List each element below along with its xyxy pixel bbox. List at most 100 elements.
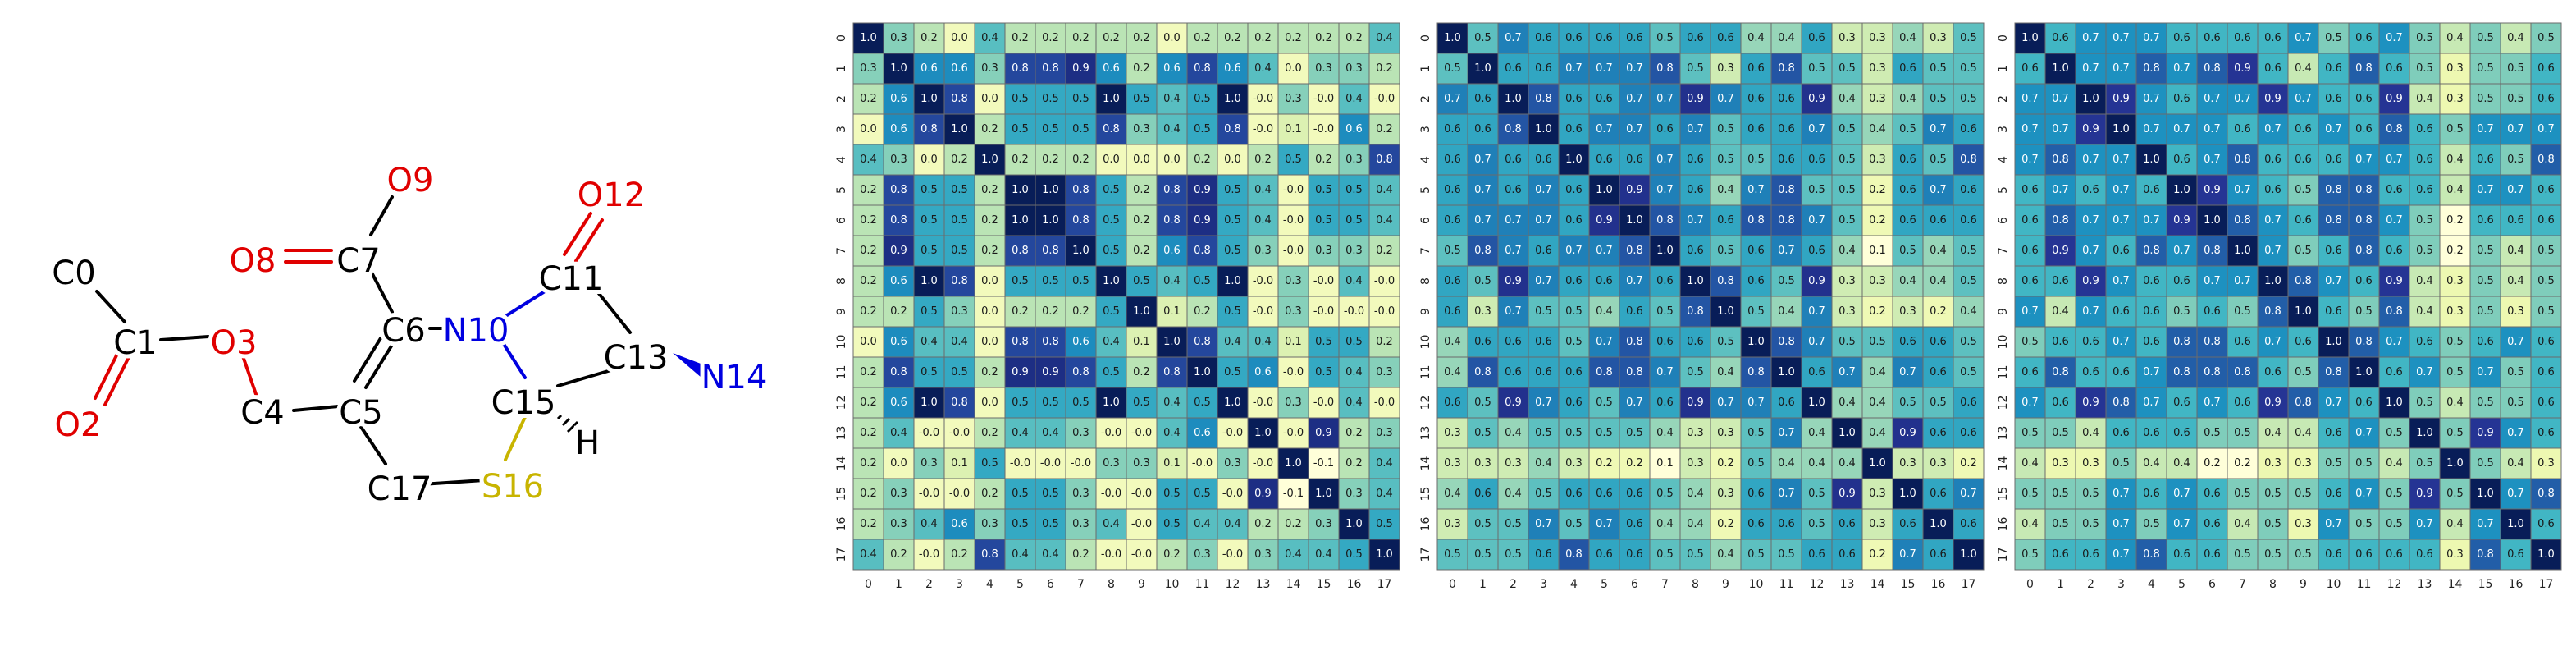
heatmap-2-cell-8-15 bbox=[1892, 265, 1924, 297]
heatmap-1-cell-label-9-6: 0.2 bbox=[1042, 305, 1059, 318]
heatmap-3-cell-label-12-17: 0.6 bbox=[2537, 396, 2555, 409]
heatmap-1-cell-10-7 bbox=[1065, 326, 1097, 358]
heatmap-1-cell-label-2-14: 0.3 bbox=[1285, 93, 1302, 105]
heatmap-3-cell-label-10-4: 0.6 bbox=[2143, 336, 2160, 348]
heatmap-1-cell-label-8-7: 0.5 bbox=[1072, 275, 1089, 287]
heatmap-1-cell-label-3-5: 0.5 bbox=[1012, 123, 1029, 135]
heatmap-1-cell-label-12-13: -0.0 bbox=[1253, 396, 1273, 409]
heatmap-3-cell-label-12-15: 0.5 bbox=[2477, 396, 2494, 409]
heatmap-1-cell-16-10 bbox=[1156, 508, 1188, 540]
heatmap-3-cell-label-14-9: 0.3 bbox=[2295, 457, 2312, 470]
heatmap-1-cell-15-8 bbox=[1095, 478, 1127, 510]
heatmap-1-cell-label-0-1: 0.3 bbox=[890, 32, 907, 44]
heatmap-3-cell-label-12-12: 1.0 bbox=[2386, 396, 2403, 409]
heatmap-1-cell-label-10-16: 0.5 bbox=[1345, 336, 1363, 348]
heatmap-1-cell-14-13 bbox=[1247, 447, 1279, 479]
heatmap-3-cell-4-15 bbox=[2469, 144, 2501, 176]
heatmap-3-cell-label-17-16: 0.6 bbox=[2507, 548, 2524, 561]
heatmap-3-cell-6-6 bbox=[2196, 204, 2228, 236]
heatmap-3-cell-label-8-1: 0.6 bbox=[2052, 275, 2069, 287]
heatmap-2-cell-label-13-8: 0.3 bbox=[1687, 427, 1704, 439]
heatmap-2-cell-1-11 bbox=[1770, 53, 1802, 85]
heatmap-1-cell-1-4 bbox=[974, 53, 1006, 85]
heatmap-3-cell-12-17 bbox=[2530, 387, 2562, 419]
heatmap-1-cell-label-9-12: 0.5 bbox=[1224, 305, 1241, 318]
heatmap-1-cell-label-0-14: 0.2 bbox=[1285, 32, 1302, 44]
heatmap-3-cell-label-11-9: 0.5 bbox=[2295, 366, 2312, 378]
heatmap-3-cell-1-0 bbox=[2014, 53, 2046, 85]
heatmap-1-cell-5-1 bbox=[883, 174, 915, 206]
heatmap-1-cell-label-0-9: 0.2 bbox=[1133, 32, 1150, 44]
heatmap-3-cell-label-0-12: 0.7 bbox=[2386, 32, 2403, 44]
heatmap-2-ytick-16: 16 bbox=[1419, 517, 1432, 532]
heatmap-2-cell-label-2-17: 0.5 bbox=[1960, 93, 1977, 105]
heatmap-2-cell-label-8-4: 0.6 bbox=[1565, 275, 1583, 287]
heatmap-3-cell-2-8 bbox=[2257, 83, 2289, 115]
heatmap-1-cell-label-3-3: 1.0 bbox=[951, 123, 968, 135]
heatmap-1-ytick-0: 0 bbox=[835, 34, 848, 42]
heatmap-1-cell-label-13-1: 0.4 bbox=[890, 427, 907, 439]
heatmap-3-ytick-16: 16 bbox=[1997, 517, 2010, 532]
heatmap-3-cell-label-11-10: 0.8 bbox=[2325, 366, 2342, 378]
heatmap-3-ytick-11: 11 bbox=[1997, 365, 2010, 380]
heatmap-2-xtick-15: 15 bbox=[1901, 578, 1916, 591]
heatmap-3-cell-10-11 bbox=[2348, 326, 2380, 358]
heatmap-2-cell-label-0-9: 0.6 bbox=[1717, 32, 1734, 44]
heatmap-1-cell-16-0 bbox=[852, 508, 884, 540]
heatmap-1-cell-label-10-9: 0.1 bbox=[1133, 336, 1150, 348]
heatmap-2-cell-label-2-9: 0.7 bbox=[1717, 93, 1734, 105]
heatmap-2-cell-label-5-12: 0.5 bbox=[1808, 184, 1825, 196]
heatmap-2-cell-label-9-7: 0.5 bbox=[1656, 305, 1674, 318]
heatmap-3-cell-label-4-5: 0.6 bbox=[2173, 154, 2190, 166]
heatmap-3-cell-3-11 bbox=[2348, 113, 2380, 145]
atom-label-c1: C1 bbox=[113, 324, 157, 362]
heatmap-1-cell-4-10 bbox=[1156, 144, 1188, 176]
heatmap-3-cell-label-3-6: 0.7 bbox=[2204, 123, 2221, 135]
heatmap-3-cell-label-10-3: 0.7 bbox=[2112, 336, 2130, 348]
heatmap-3-cell-label-1-7: 0.9 bbox=[2234, 62, 2251, 75]
heatmap-3-cell-16-9 bbox=[2287, 508, 2319, 540]
heatmap-1-xtick-13: 13 bbox=[1256, 578, 1271, 591]
heatmap-3-cell-label-1-5: 0.7 bbox=[2173, 62, 2190, 75]
heatmap-3-xtick-12: 12 bbox=[2387, 578, 2402, 591]
heatmap-3-cell-4-12 bbox=[2378, 144, 2410, 176]
heatmap-1-cell-label-9-8: 0.5 bbox=[1103, 305, 1120, 318]
heatmap-1-cell-label-7-7: 1.0 bbox=[1072, 245, 1089, 257]
heatmap-1-cell-label-13-13: 1.0 bbox=[1254, 427, 1272, 439]
heatmap-2-cell-label-16-16: 1.0 bbox=[1930, 518, 1947, 530]
heatmap-3-cell-label-5-16: 0.7 bbox=[2507, 184, 2524, 196]
heatmap-1-cell-label-2-1: 0.6 bbox=[890, 93, 907, 105]
heatmap-2-cell-16-12 bbox=[1801, 508, 1833, 540]
heatmap-1-cell-label-7-16: 0.3 bbox=[1345, 245, 1363, 257]
heatmap-3-cell-label-8-17: 0.5 bbox=[2537, 275, 2555, 287]
heatmap-3-cell-3-12 bbox=[2378, 113, 2410, 145]
heatmap-3-ytick-8: 8 bbox=[1997, 277, 2010, 285]
heatmap-3-cell-17-2 bbox=[2075, 539, 2107, 571]
heatmap-3-cell-label-10-16: 0.7 bbox=[2507, 336, 2524, 348]
heatmap-1-cell-label-10-13: 0.4 bbox=[1254, 336, 1272, 348]
heatmap-3-cell-13-13 bbox=[2409, 417, 2441, 449]
heatmap-2-cell-10-1 bbox=[1467, 326, 1499, 358]
heatmap-2-cell-label-13-3: 0.5 bbox=[1535, 427, 1552, 439]
heatmap-2-cell-label-11-7: 0.7 bbox=[1656, 366, 1674, 378]
heatmap-3-cell-label-0-9: 0.7 bbox=[2295, 32, 2312, 44]
heatmap-2-cell-label-14-16: 0.3 bbox=[1930, 457, 1947, 470]
heatmap-3-cell-0-1 bbox=[2044, 22, 2076, 54]
heatmap-2-cell-label-5-11: 0.8 bbox=[1778, 184, 1795, 196]
heatmap-3-cell-label-16-12: 0.5 bbox=[2386, 518, 2403, 530]
heatmap-2-cell-label-7-13: 0.4 bbox=[1838, 245, 1856, 257]
heatmap-1-cell-17-16 bbox=[1338, 539, 1370, 571]
heatmap-2-cell-5-9 bbox=[1710, 174, 1742, 206]
heatmap-3-cell-label-16-8: 0.5 bbox=[2264, 518, 2281, 530]
heatmap-3-cell-label-2-0: 0.7 bbox=[2021, 93, 2039, 105]
heatmap-3-cell-label-13-7: 0.5 bbox=[2234, 427, 2251, 439]
heatmap-3-cell-label-9-0: 0.7 bbox=[2021, 305, 2039, 318]
heatmap-3-cell-label-16-0: 0.4 bbox=[2021, 518, 2039, 530]
heatmap-2-cell-16-13 bbox=[1831, 508, 1863, 540]
heatmap-1-cell-label-15-10: 0.5 bbox=[1163, 488, 1181, 500]
heatmap-1-xtick-12: 12 bbox=[1226, 578, 1240, 591]
heatmap-3-cell-label-4-11: 0.7 bbox=[2355, 154, 2373, 166]
heatmap-2-cell-label-6-14: 0.2 bbox=[1869, 214, 1886, 227]
heatmap-3-cell-label-13-5: 0.6 bbox=[2173, 427, 2190, 439]
heatmap-1-cell-0-3 bbox=[943, 22, 975, 54]
